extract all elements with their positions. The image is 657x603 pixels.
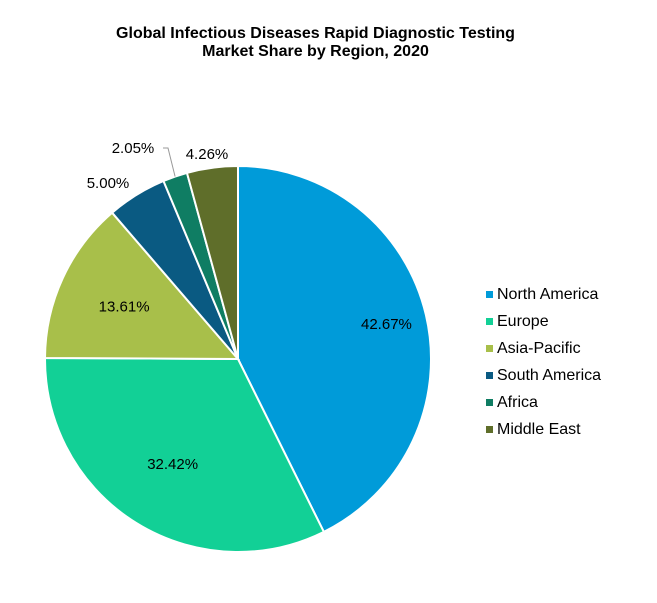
legend-label-north-america: North America [497, 285, 599, 303]
legend-item-asia-pacific: Asia-Pacific [486, 335, 601, 362]
pie-slice-middle-east [185, 164, 239, 360]
legend-label-africa: Africa [497, 393, 538, 411]
pie-slice-asia-pacific [43, 211, 241, 361]
leader-line-africa [163, 147, 176, 177]
slice-label-africa: 2.05% [112, 140, 155, 157]
legend-swatch-north-america [486, 291, 493, 298]
legend-swatch-middle-east [486, 426, 493, 433]
legend-item-middle-east: Middle East [486, 416, 601, 443]
pie-slice-north-america [237, 164, 432, 534]
pie-slice-europe [44, 356, 326, 553]
chart-title-line-1: Global Infectious Diseases Rapid Diagnos… [116, 25, 515, 42]
legend-swatch-africa [486, 399, 493, 406]
legend-label-asia-pacific: Asia-Pacific [497, 339, 581, 357]
legend-item-south-america: South America [486, 362, 601, 389]
legend-label-europe: Europe [497, 312, 549, 330]
legend: North America Europe Asia-Pacific South … [486, 281, 601, 443]
legend-item-africa: Africa [486, 389, 601, 416]
legend-swatch-europe [486, 318, 493, 325]
legend-item-north-america: North America [486, 281, 601, 308]
slice-label-asia-pacific: 13.61% [99, 298, 150, 315]
slice-label-europe: 32.42% [147, 456, 198, 473]
slice-label-south-america: 5.00% [87, 175, 130, 192]
slice-label-north-america: 42.67% [361, 316, 412, 333]
legend-item-europe: Europe [486, 308, 601, 335]
chart-title-line-2: Market Share by Region, 2020 [202, 43, 429, 60]
legend-label-south-america: South America [497, 366, 602, 384]
legend-swatch-asia-pacific [486, 345, 493, 352]
legend-label-middle-east: Middle East [497, 420, 581, 438]
slice-label-middle-east: 4.26% [186, 146, 229, 163]
chart-title: Global Infectious Diseases Rapid Diagnos… [0, 25, 631, 61]
legend-swatch-south-america [486, 372, 493, 379]
